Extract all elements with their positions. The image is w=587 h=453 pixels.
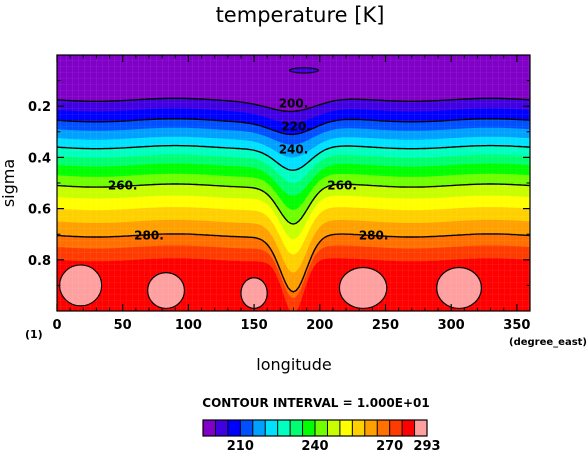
colorbar-swatch	[265, 420, 278, 436]
y-tick-label: 0.4	[28, 151, 51, 166]
chart-title: temperature [K]	[216, 3, 385, 27]
plot-area: 200. 220. 240. 260. 260. 280. 280.	[57, 55, 530, 311]
colorbar-swatch	[203, 420, 216, 436]
y-tick-label: 0.8	[28, 254, 51, 269]
x-axis-label: longitude	[256, 355, 331, 374]
x-tick-label: 100	[175, 318, 202, 333]
x-tick-label: 350	[503, 318, 530, 333]
colorbar-swatch	[315, 420, 328, 436]
x-axis-ticks: 0 50 100 150 200 250 300 350	[52, 55, 530, 333]
x-tick-label: 150	[241, 318, 268, 333]
colorbar-swatch	[402, 420, 415, 436]
colorbar-swatch	[389, 420, 403, 436]
y-tick-label: 0.2	[28, 100, 51, 115]
colorbar-swatch	[352, 420, 366, 436]
x-tick-label: 250	[372, 318, 399, 333]
colorbar-swatch	[339, 420, 353, 436]
contour-label: 260.	[108, 179, 138, 193]
contour-label: 200.	[279, 97, 309, 111]
contour-labels: 200. 220. 240. 260. 260. 280. 280.	[108, 97, 389, 243]
y-axis-ticks: 0.2 0.4 0.6 0.8	[28, 80, 530, 312]
colorbar-frame	[202, 419, 428, 437]
corner-label: (1)	[25, 328, 43, 341]
colorbar-swatch	[414, 420, 428, 436]
colorbar-tick-label: 293	[413, 439, 440, 453]
colorbar-swatch	[227, 420, 241, 436]
colorbar-swatch	[364, 420, 378, 436]
contour-label: 280.	[359, 228, 389, 242]
colorbar-swatch	[215, 420, 229, 436]
colorbar-swatch	[302, 420, 316, 436]
colorbar-tick-label: 240	[301, 439, 328, 453]
colorbar-swatch	[252, 420, 266, 436]
y-tick-label: 0.6	[28, 203, 51, 218]
colorbar-swatch	[240, 420, 254, 436]
contour-label: 220.	[281, 120, 311, 134]
contour-label: 240.	[279, 143, 309, 157]
x-tick-label: 50	[114, 318, 132, 333]
contour-label: 260.	[327, 179, 357, 193]
colorbar-tick-label: 210	[227, 439, 254, 453]
x-tick-label: 200	[306, 318, 333, 333]
x-tick-label: 0	[52, 318, 61, 333]
contour-interval-label: CONTOUR INTERVAL = 1.000E+01	[202, 396, 429, 410]
colorbar-swatch	[327, 420, 341, 436]
x-axis-unit: (degree_east)	[509, 337, 587, 348]
contour-label: 280.	[134, 228, 164, 242]
colorbar-swatch	[277, 420, 291, 436]
colorbar-tick-label: 270	[376, 439, 403, 453]
colorbar: 210 240 270 293	[202, 419, 441, 453]
colorbar-swatch	[290, 420, 303, 436]
x-tick-label: 300	[438, 318, 465, 333]
y-axis-label: sigma	[0, 159, 18, 207]
colorbar-swatch	[377, 420, 390, 436]
